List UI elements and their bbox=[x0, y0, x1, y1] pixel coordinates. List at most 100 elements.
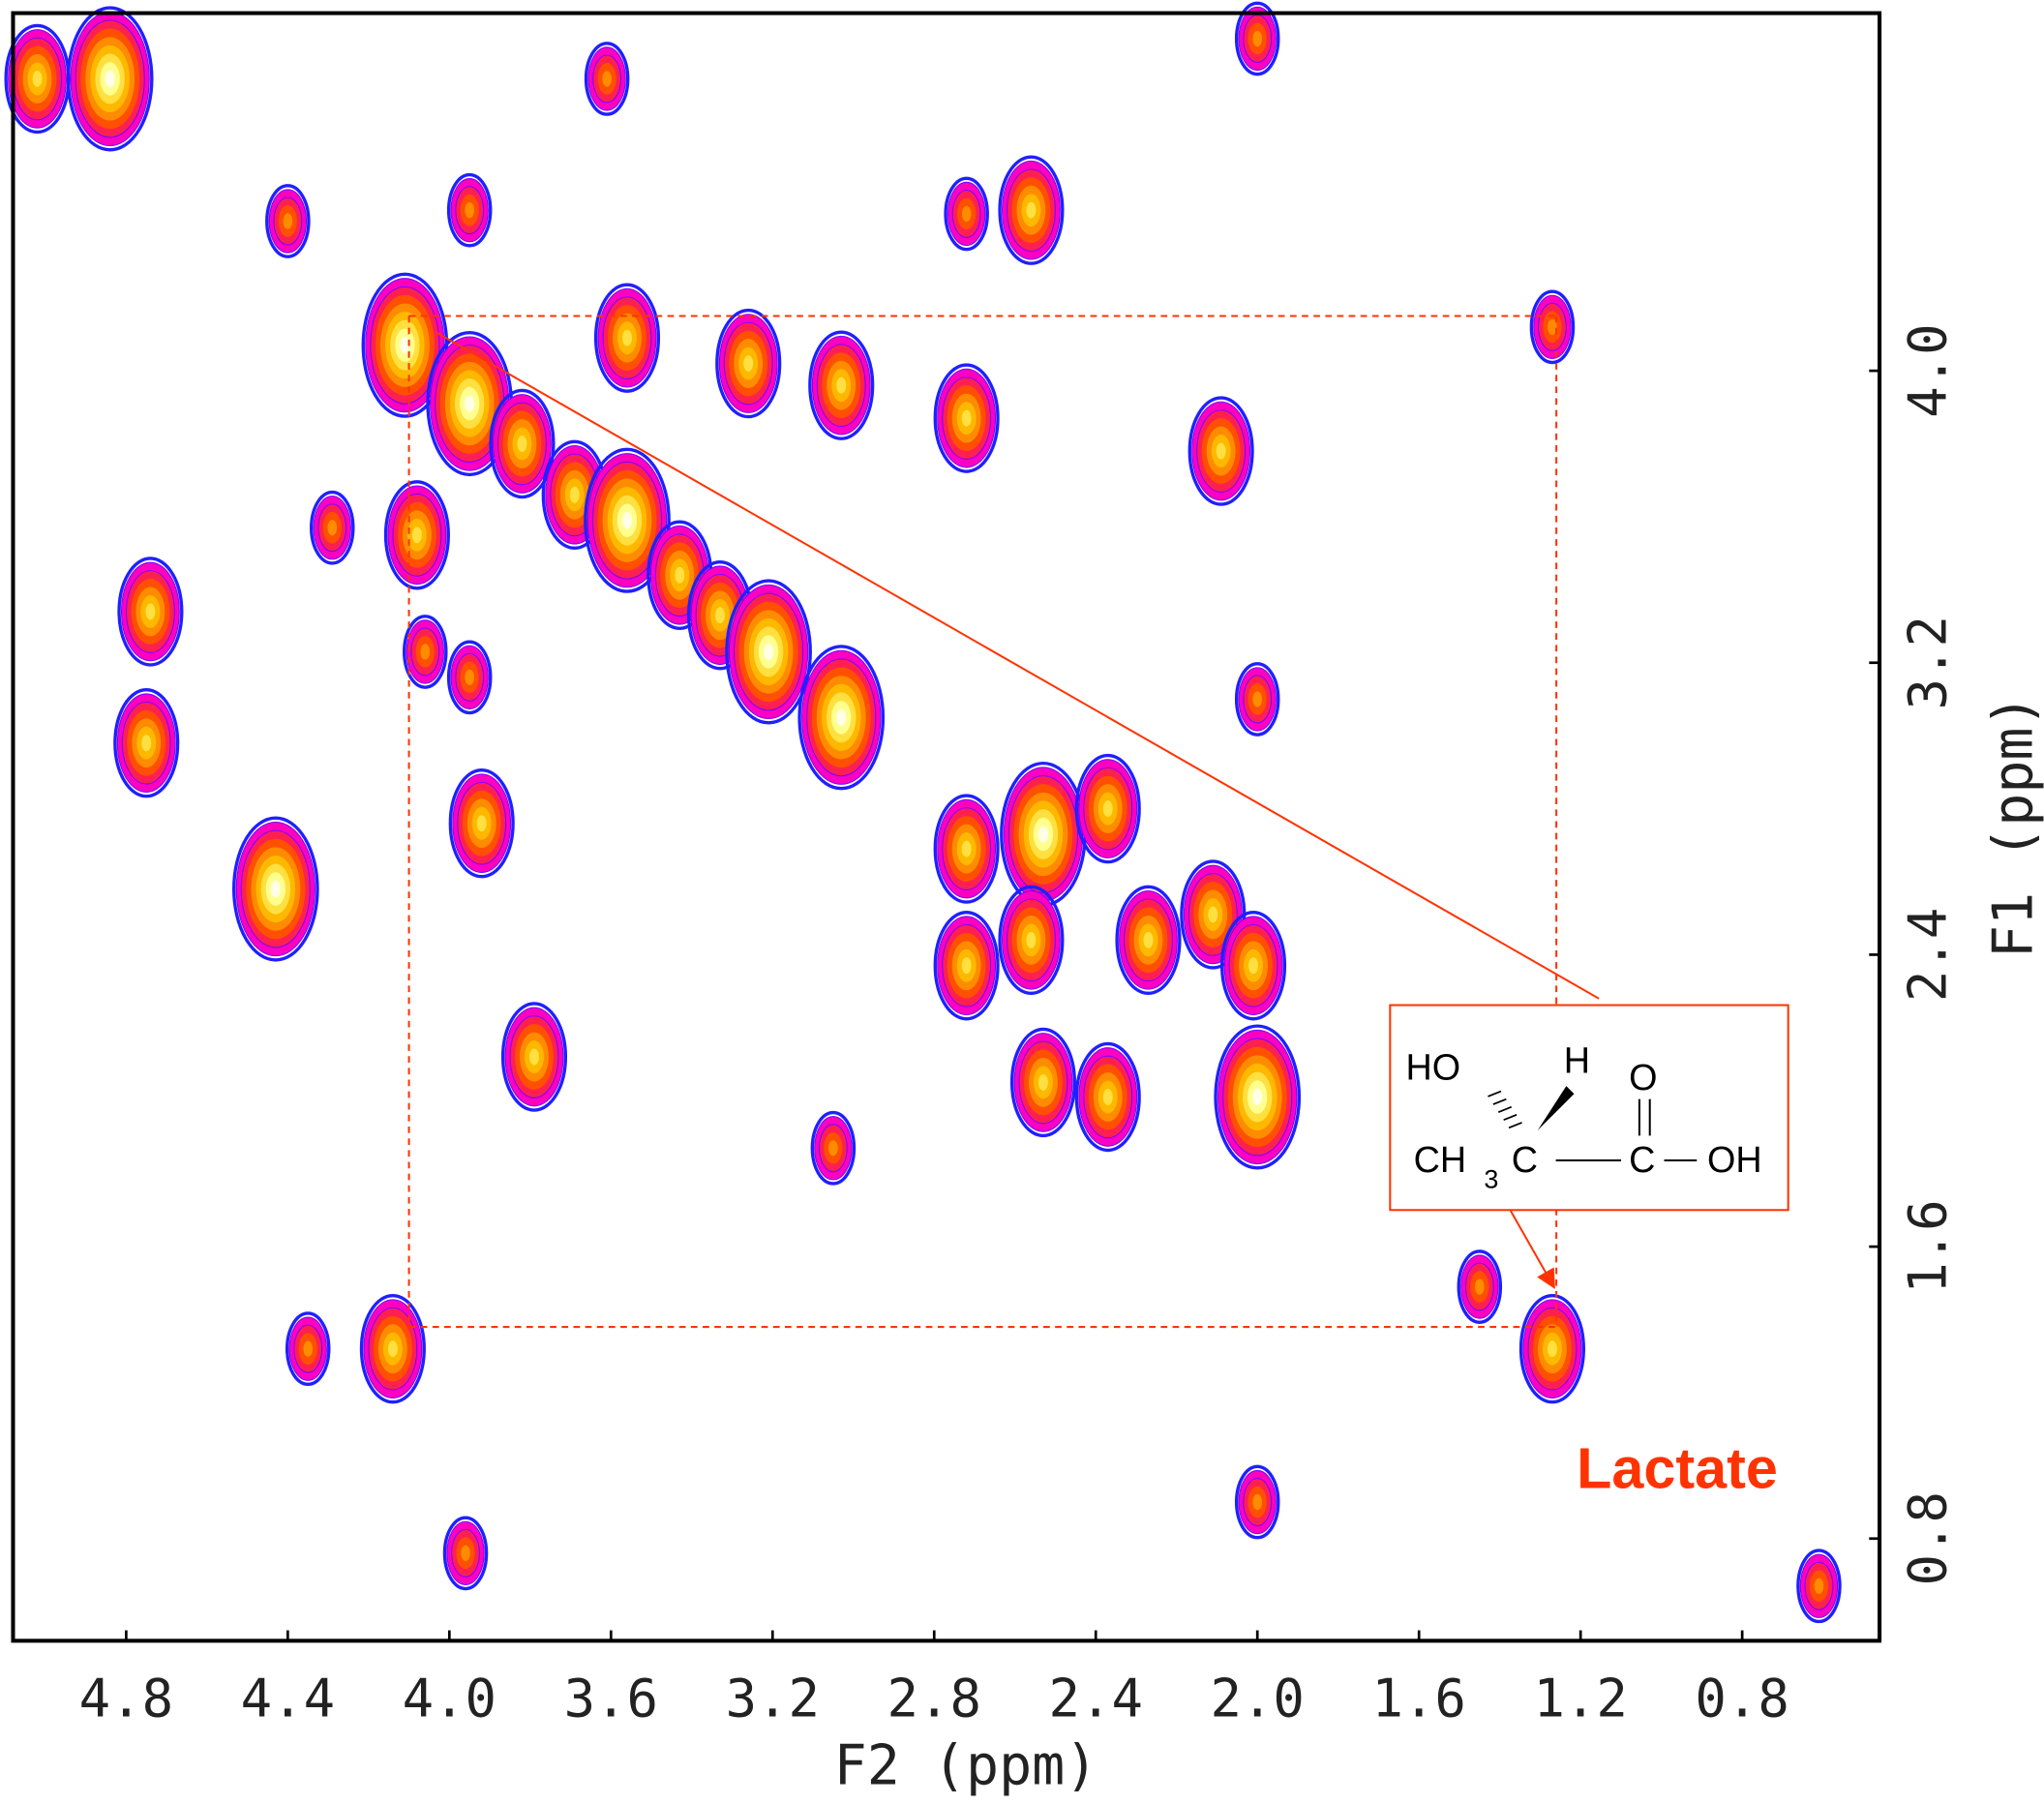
x-tick-label: 2.0 bbox=[1210, 1669, 1304, 1729]
atom-subscript: 3 bbox=[1484, 1164, 1498, 1193]
cross-peak bbox=[1214, 1024, 1302, 1170]
wedge-bond bbox=[1537, 1086, 1575, 1131]
cross-peak bbox=[541, 439, 608, 551]
contour-level bbox=[1102, 800, 1113, 818]
contour-level bbox=[529, 1048, 539, 1066]
contour-level bbox=[675, 566, 685, 584]
cross-peak bbox=[285, 1311, 331, 1387]
contour-level bbox=[743, 355, 754, 373]
x-tick-label: 3.2 bbox=[726, 1669, 820, 1729]
contour-outer bbox=[442, 1516, 489, 1591]
x-tick-label: 1.6 bbox=[1371, 1669, 1465, 1729]
contour-level bbox=[465, 395, 475, 412]
cross-peak bbox=[359, 1293, 426, 1404]
contour-level bbox=[1252, 691, 1263, 707]
contour-outer bbox=[797, 645, 886, 791]
contour-level bbox=[621, 512, 633, 529]
contour-outer bbox=[725, 579, 812, 725]
contour-outer bbox=[998, 885, 1065, 996]
contour-level bbox=[622, 329, 632, 346]
contour-outer bbox=[1457, 1249, 1503, 1324]
contour-outer bbox=[584, 42, 630, 116]
contour-outer bbox=[1518, 1293, 1585, 1404]
atom-label: HO bbox=[1406, 1047, 1461, 1088]
y-tick-label: 4.0 bbox=[1898, 323, 1959, 417]
contour-outer bbox=[1234, 662, 1280, 737]
contour-level bbox=[1102, 1089, 1113, 1105]
cross-peak bbox=[584, 447, 671, 593]
contour-level bbox=[1814, 1578, 1824, 1594]
contour-level bbox=[1216, 442, 1226, 460]
cross-peak bbox=[933, 794, 1000, 904]
cross-peak bbox=[725, 579, 812, 725]
contour-level bbox=[961, 957, 972, 975]
contour-outer bbox=[265, 184, 311, 258]
contour-outer bbox=[1074, 1041, 1141, 1153]
contour-level bbox=[105, 70, 115, 88]
contour-outer bbox=[4, 23, 71, 135]
contour-level bbox=[569, 486, 580, 503]
cross-peak bbox=[310, 490, 355, 565]
contour-level bbox=[517, 436, 527, 452]
contour-outer bbox=[285, 1311, 331, 1387]
cross-peak bbox=[933, 363, 1000, 473]
contour-outer bbox=[1219, 911, 1287, 1021]
cross-peak bbox=[584, 42, 630, 116]
atom-label: C bbox=[1629, 1140, 1655, 1181]
cross-peak bbox=[1457, 1249, 1503, 1324]
contour-level bbox=[715, 607, 725, 624]
cross-peak bbox=[998, 155, 1065, 265]
contour-level bbox=[1547, 1340, 1557, 1358]
cross-peak bbox=[66, 6, 154, 152]
cross-peak bbox=[1115, 885, 1182, 996]
x-tick-label: 2.8 bbox=[887, 1669, 981, 1729]
cross-peak bbox=[1009, 1027, 1077, 1138]
contour-level bbox=[1208, 906, 1218, 923]
cross-peak bbox=[1074, 753, 1141, 864]
contour-outer bbox=[1234, 1, 1280, 76]
contour-outer bbox=[933, 794, 1000, 904]
contour-level bbox=[764, 643, 774, 661]
contour-outer bbox=[593, 283, 661, 393]
plot-frame bbox=[11, 11, 1882, 1643]
contour-outer bbox=[1529, 289, 1576, 365]
x-tick-label: 4.4 bbox=[241, 1669, 335, 1729]
cross-peak bbox=[1187, 396, 1254, 506]
contour-level bbox=[270, 880, 281, 898]
cross-peak bbox=[1074, 1041, 1141, 1153]
x-tick-label: 2.4 bbox=[1049, 1669, 1143, 1729]
hash-bond bbox=[1488, 1090, 1522, 1129]
cross-peak bbox=[446, 640, 493, 715]
contour-level bbox=[465, 669, 474, 686]
x-tick-label: 1.2 bbox=[1533, 1669, 1627, 1729]
contour-level bbox=[961, 840, 972, 857]
contour-level bbox=[836, 708, 847, 726]
atom-label: O bbox=[1629, 1058, 1657, 1098]
cross-peak bbox=[265, 184, 311, 258]
cross-peak bbox=[715, 308, 782, 419]
contour-level bbox=[1248, 957, 1259, 975]
lactate-label: Lactate bbox=[1577, 1436, 1778, 1501]
contour-level bbox=[602, 71, 612, 87]
contour-outer bbox=[1115, 885, 1182, 996]
contour-level bbox=[1252, 1493, 1263, 1511]
cross-peak bbox=[117, 556, 184, 667]
cross-peak bbox=[113, 688, 180, 798]
contour-level bbox=[1037, 1073, 1048, 1091]
contour-level bbox=[1252, 1088, 1263, 1106]
y-tick-label: 2.4 bbox=[1898, 908, 1959, 1002]
cross-peak bbox=[1518, 1293, 1585, 1404]
contour-level bbox=[420, 644, 431, 660]
cross-peak bbox=[998, 885, 1065, 996]
contour-level bbox=[1548, 318, 1557, 336]
contour-level bbox=[465, 202, 474, 219]
cross-peak bbox=[1000, 761, 1087, 908]
atom-label: H bbox=[1564, 1041, 1590, 1082]
cross-peak bbox=[1234, 1, 1280, 76]
contour-outer bbox=[359, 1293, 426, 1404]
contour-level bbox=[1252, 30, 1263, 47]
contour-outer bbox=[448, 767, 515, 879]
cross-peak bbox=[808, 330, 875, 440]
contour-level bbox=[828, 1140, 838, 1157]
y-tick-label: 3.2 bbox=[1898, 616, 1959, 709]
